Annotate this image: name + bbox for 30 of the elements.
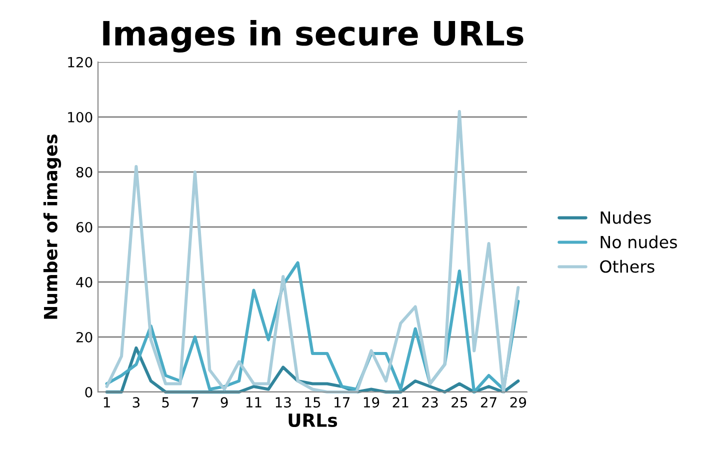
x-tick-label: 23: [422, 397, 438, 408]
y-tick-label: 100: [68, 112, 92, 122]
y-tick-label: 40: [76, 276, 92, 288]
legend-label: Others: [600, 260, 654, 273]
y-axis-title: Number of images: [43, 134, 62, 319]
x-tick-label: 5: [162, 397, 169, 408]
y-tick-label: 60: [76, 222, 92, 232]
y-tick-label: 120: [68, 56, 92, 68]
y-tick-label: 80: [76, 166, 92, 178]
x-tick-label: 17: [334, 397, 350, 408]
x-tick-label: 19: [364, 397, 380, 408]
x-tick-label: 1: [104, 397, 110, 408]
x-tick-label: 25: [452, 397, 468, 408]
y-tick-label: 0: [85, 386, 92, 398]
legend-label: Nudes: [600, 210, 651, 224]
x-tick-label: 7: [192, 397, 198, 408]
x-tick-label: 3: [132, 397, 140, 408]
line-series: [105, 346, 520, 394]
x-tick-label: 15: [305, 397, 320, 408]
legend-label: No nudes: [600, 235, 677, 248]
x-tick-label: 27: [480, 397, 496, 408]
x-tick-label: 11: [246, 397, 262, 408]
x-tick-label: 29: [510, 397, 526, 408]
y-tick-label: 20: [76, 332, 92, 342]
x-tick-label: 13: [276, 397, 291, 408]
x-axis-title: URLs: [288, 414, 338, 428]
chart-title: Images in secure URLs: [103, 20, 524, 53]
x-tick-label: 9: [220, 397, 228, 408]
line-series: [105, 110, 520, 394]
x-tick-label: 21: [392, 397, 408, 408]
